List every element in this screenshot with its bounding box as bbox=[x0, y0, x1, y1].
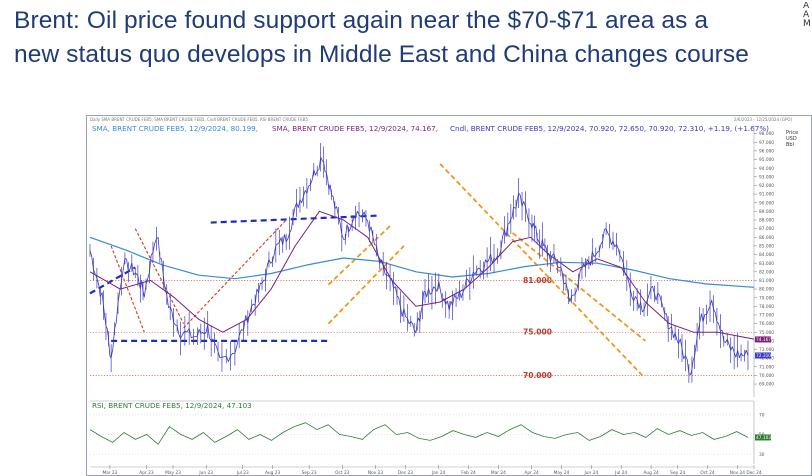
rsi-last-label: 47.103 bbox=[756, 435, 771, 441]
legend-candles: Cndl, BRENT CRUDE FEB5, 12/9/2024, 70.92… bbox=[450, 124, 769, 133]
price-tick-label: 85.000 bbox=[759, 243, 774, 249]
price-tick-label: 96.000 bbox=[759, 149, 774, 155]
time-tick-label: Oct 24 bbox=[700, 470, 715, 476]
time-tick-label: Jun 23 bbox=[198, 470, 213, 476]
channel-line bbox=[327, 223, 393, 286]
price-tick-label: 95.000 bbox=[759, 157, 774, 163]
time-tick-label: Aug 24 bbox=[643, 470, 658, 476]
price-tick-label: 82.000 bbox=[759, 269, 774, 275]
chart-header-date: 2/6/2023 - 12/25/2024 (GPO) bbox=[734, 117, 792, 122]
time-axis: Mar 23 Apr 23 May 23 Jun 23 Jul 23 Aug 23 Sep … bbox=[90, 465, 762, 476]
price-tick-label: 91.000 bbox=[759, 192, 774, 198]
time-tick-label: Jun 24 bbox=[584, 470, 599, 476]
price-tick-label: 72.000 bbox=[759, 356, 774, 362]
support-line bbox=[89, 266, 136, 295]
price-tick-label: 98.000 bbox=[759, 131, 774, 137]
trend-line bbox=[110, 245, 145, 333]
level-label: 70.000 bbox=[523, 371, 552, 380]
rsi-tick-label: 30 bbox=[759, 452, 765, 458]
price-tick-label: 71.000 bbox=[759, 364, 774, 370]
corner-mark: M bbox=[803, 19, 811, 29]
time-tick-label: May 24 bbox=[554, 470, 570, 476]
time-tick-label: Dec 24 bbox=[746, 470, 761, 476]
last-value-tag bbox=[755, 352, 771, 359]
channel-line bbox=[327, 245, 405, 325]
price-tick-label: 79.000 bbox=[759, 295, 774, 301]
price-tick-label: 84.000 bbox=[759, 252, 774, 258]
price-tick-label: 76.000 bbox=[759, 321, 774, 327]
price-tick-label: 92.000 bbox=[759, 183, 774, 189]
price-tick-label: 90.000 bbox=[759, 200, 774, 206]
time-tick-label: Jul 23 bbox=[236, 470, 249, 476]
price-tick-label: 77.000 bbox=[759, 313, 774, 319]
time-tick-label: Sep 24 bbox=[670, 470, 685, 476]
clipped-corner-text: A A M bbox=[803, 2, 812, 42]
price-axis-title: USD bbox=[786, 136, 797, 142]
brent-chart: Daily SMA BRENT CRUDE FEB5, SMA BRENT CR… bbox=[86, 115, 812, 476]
time-tick-label: Jan 24 bbox=[431, 470, 446, 476]
level-label: 81.000 bbox=[523, 276, 552, 285]
price-tick-label: 97.000 bbox=[759, 140, 774, 146]
brent-chart-svg: Daily SMA BRENT CRUDE FEB5, SMA BRENT CR… bbox=[86, 115, 812, 476]
price-tick-label: 75.000 bbox=[759, 330, 774, 336]
channel-line bbox=[511, 232, 646, 342]
time-tick-label: Mar 24 bbox=[491, 470, 506, 476]
time-tick-label: Dec 23 bbox=[398, 470, 413, 476]
time-tick-label: Oct 23 bbox=[335, 470, 350, 476]
time-tick-label: Feb 24 bbox=[461, 470, 476, 476]
price-tick-label: 78.000 bbox=[759, 304, 774, 310]
price-tick-label: 88.000 bbox=[759, 218, 774, 224]
price-tick-label: 94.000 bbox=[759, 166, 774, 172]
headline-line-1: Brent: Oil price found support again nea… bbox=[14, 7, 709, 34]
price-tick-label: 87.000 bbox=[759, 226, 774, 232]
sma-short-series bbox=[89, 210, 755, 340]
trend-line bbox=[134, 228, 185, 324]
last-value-tag bbox=[755, 336, 771, 343]
legend-sma-long: SMA, BRENT CRUDE FEB5, 12/9/2024, 80.199… bbox=[92, 124, 258, 133]
price-tick-label: 73.000 bbox=[759, 347, 774, 353]
price-tick-label: 83.000 bbox=[759, 261, 774, 267]
corner-mark: A bbox=[803, 2, 810, 11]
time-tick-label: Sep 23 bbox=[302, 470, 317, 476]
time-tick-label: Apr 24 bbox=[524, 470, 539, 476]
time-tick-label: May 23 bbox=[165, 470, 181, 476]
resistance-line bbox=[210, 214, 377, 224]
corner-mark: A bbox=[803, 10, 810, 20]
price-tick-label: 80.000 bbox=[759, 287, 774, 293]
channel-line bbox=[439, 163, 643, 377]
rsi-series bbox=[89, 422, 749, 445]
price-tick-label: 81.000 bbox=[759, 278, 774, 284]
price-tick-label: 69.000 bbox=[759, 382, 774, 388]
rsi-panel: RSI, BRENT CRUDE FEB5, 12/9/2024, 47.103… bbox=[89, 400, 771, 464]
time-tick-label: Nov 24 bbox=[730, 470, 745, 476]
level-label: 75.000 bbox=[523, 328, 552, 337]
price-tick-label: 89.000 bbox=[759, 209, 774, 215]
price-panel: SMA, BRENT CRUDE FEB5, 12/9/2024, 80.199… bbox=[89, 124, 798, 397]
time-tick-label: Nov 23 bbox=[368, 470, 383, 476]
chart-frame bbox=[86, 115, 812, 476]
chart-header: Daily SMA BRENT CRUDE FEB5, SMA BRENT CR… bbox=[90, 117, 309, 122]
time-tick-label: Jul 24 bbox=[614, 470, 627, 476]
rsi-tick-label: 70 bbox=[759, 412, 765, 418]
time-tick-label: Mar 23 bbox=[102, 470, 117, 476]
price-tick-label: 93.000 bbox=[759, 174, 774, 180]
price-axis-title: Price bbox=[786, 130, 798, 136]
sma-long-series bbox=[89, 236, 755, 288]
headline-line-2: new status quo develops in Middle East a… bbox=[14, 41, 749, 68]
price-series bbox=[89, 156, 749, 376]
price-tick-label: 70.000 bbox=[759, 373, 774, 379]
price-axis-title: Bbl bbox=[786, 142, 794, 148]
price-tick-label: 86.000 bbox=[759, 235, 774, 241]
legend-sma-short: SMA, BRENT CRUDE FEB5, 12/9/2024, 74.167… bbox=[272, 124, 438, 133]
rsi-last-tag bbox=[755, 434, 771, 441]
rsi-legend: RSI, BRENT CRUDE FEB5, 12/9/2024, 47.103 bbox=[92, 401, 252, 410]
time-tick-label: Apr 23 bbox=[139, 470, 154, 476]
time-tick-label: Aug 23 bbox=[265, 470, 280, 476]
last-value-label: 72.310 bbox=[756, 353, 771, 359]
last-value-label: 74.167 bbox=[756, 337, 771, 343]
